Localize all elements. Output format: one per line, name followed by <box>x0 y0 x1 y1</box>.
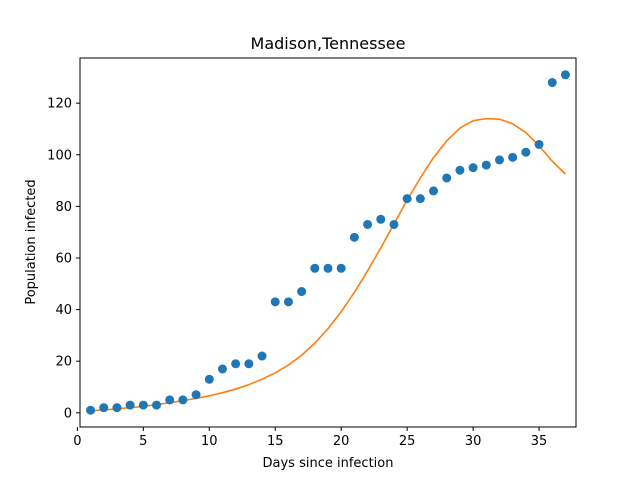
data-point <box>415 194 425 204</box>
data-point <box>402 194 412 204</box>
data-point <box>283 297 293 307</box>
chart-title: Madison,Tennessee <box>251 34 406 53</box>
data-point <box>494 155 504 165</box>
data-point <box>455 165 465 175</box>
data-point <box>86 405 96 415</box>
data-point <box>389 219 399 229</box>
y-tick-label: 20 <box>55 355 72 370</box>
y-axis-label: Population infected <box>24 179 39 304</box>
x-tick-label: 25 <box>399 434 416 449</box>
data-point <box>310 263 320 273</box>
data-point <box>376 214 386 224</box>
plot-area <box>86 70 570 415</box>
data-point <box>244 359 254 369</box>
x-tick-label: 5 <box>139 434 147 449</box>
y-axis: 0 20 40 60 80 100 120 <box>47 97 80 421</box>
y-tick-label: 0 <box>64 406 72 421</box>
y-tick-label: 40 <box>55 303 72 318</box>
data-point <box>323 263 333 273</box>
data-point <box>481 160 491 170</box>
x-tick-label: 15 <box>267 434 284 449</box>
data-point <box>257 351 267 361</box>
x-tick-label: 30 <box>465 434 482 449</box>
data-point <box>125 400 135 410</box>
data-point <box>178 395 188 405</box>
x-axis-label: Days since infection <box>263 456 394 471</box>
data-point <box>138 400 148 410</box>
x-tick-label: 0 <box>73 434 81 449</box>
data-point <box>165 395 175 405</box>
data-point <box>521 147 531 157</box>
y-tick-label: 80 <box>55 200 72 215</box>
data-point <box>191 390 201 400</box>
data-point <box>297 287 307 297</box>
data-point <box>99 403 109 413</box>
data-point <box>442 173 452 183</box>
data-point <box>204 374 214 384</box>
data-point <box>231 359 241 369</box>
data-point <box>217 364 227 374</box>
data-point <box>349 232 359 242</box>
data-point <box>560 70 570 80</box>
data-point <box>112 403 122 413</box>
data-point <box>468 163 478 173</box>
x-axis: 0 5 10 15 20 25 30 35 <box>73 427 547 449</box>
x-tick-label: 35 <box>531 434 548 449</box>
data-point <box>270 297 280 307</box>
x-tick-label: 10 <box>201 434 218 449</box>
data-point <box>429 186 439 196</box>
data-point <box>508 152 518 162</box>
x-tick-label: 20 <box>333 434 350 449</box>
data-point <box>534 139 544 149</box>
data-point <box>336 263 346 273</box>
data-point <box>152 400 162 410</box>
axes-frame <box>79 57 577 428</box>
data-point <box>547 78 557 88</box>
data-point <box>363 219 373 229</box>
y-tick-label: 100 <box>47 148 72 163</box>
y-tick-label: 60 <box>55 251 72 266</box>
y-tick-label: 120 <box>47 97 72 112</box>
